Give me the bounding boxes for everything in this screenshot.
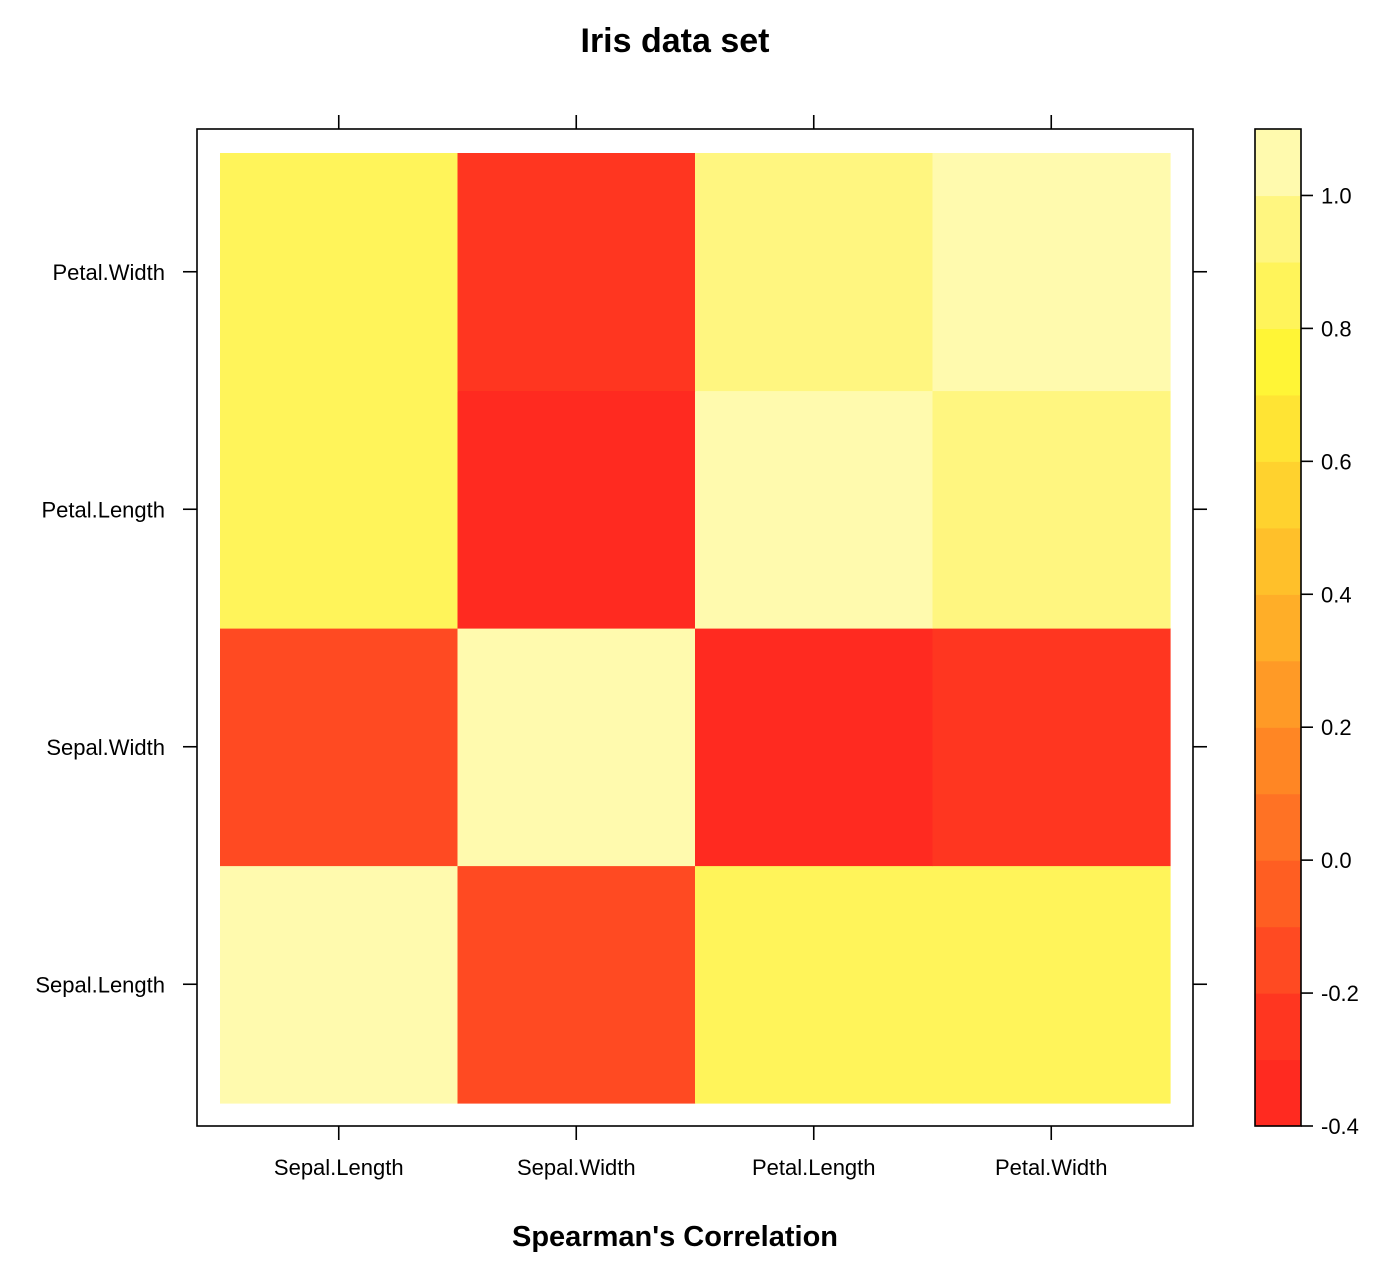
heatmap-cell-petal-width-petal-width	[932, 153, 1171, 392]
colorbar-segment	[1255, 328, 1301, 396]
colorbar-tick-label: -0.2	[1321, 981, 1359, 1006]
y-tick-label: Sepal.Length	[35, 972, 165, 997]
plot-frame	[196, 128, 1194, 1127]
heatmap-cell-sepal-length-petal-width	[932, 865, 1171, 1104]
x-tick-label: Sepal.Width	[517, 1155, 636, 1180]
y-tick-label: Sepal.Width	[46, 735, 165, 760]
colorbar-segment	[1255, 129, 1301, 197]
heatmap-cell-sepal-length-sepal-length	[220, 865, 459, 1104]
x-tick-label: Petal.Width	[995, 1155, 1108, 1180]
colorbar-segment	[1255, 660, 1301, 728]
y-tick-label: Petal.Width	[53, 260, 166, 285]
colorbar-tick-label: 0.0	[1321, 848, 1352, 873]
colorbar-tick-label: 0.4	[1321, 582, 1352, 607]
heatmap-cell-sepal-width-petal-width	[932, 628, 1171, 867]
heatmap-cell-petal-length-sepal-length	[220, 390, 459, 629]
heatmap-cell-petal-width-petal-length	[695, 153, 934, 392]
heatmap-cell-petal-width-sepal-length	[220, 153, 459, 392]
colorbar-segment	[1255, 261, 1301, 329]
colorbar-segment	[1255, 926, 1301, 994]
colorbar-tick-label: -0.4	[1321, 1114, 1359, 1139]
heatmap-cell-petal-length-petal-length	[695, 390, 934, 629]
chart-title: Iris data set	[581, 22, 770, 60]
heatmap-cell-sepal-length-petal-length	[695, 865, 934, 1104]
x-tick-label: Sepal.Length	[274, 1155, 404, 1180]
colorbar-segment	[1255, 993, 1301, 1061]
colorbar-frame	[1254, 128, 1302, 1127]
colorbar-segment	[1255, 394, 1301, 462]
colorbar-segment	[1255, 527, 1301, 595]
heatmap-cell-petal-width-sepal-width	[457, 153, 696, 392]
colorbar-segment	[1255, 1059, 1301, 1127]
heatmap-cell-sepal-width-sepal-width	[457, 628, 696, 867]
heatmap-cell-sepal-length-sepal-width	[457, 865, 696, 1104]
colorbar-segment	[1255, 860, 1301, 928]
x-axis-label: Spearman's Correlation	[512, 1221, 838, 1253]
colorbar-segment	[1255, 195, 1301, 263]
colorbar-tick-label: 0.2	[1321, 715, 1352, 740]
colorbar-segment	[1255, 461, 1301, 529]
heatmap-cell-petal-length-sepal-width	[457, 390, 696, 629]
heatmap-cell-petal-length-petal-width	[932, 390, 1171, 629]
colorbar-segment	[1255, 793, 1301, 861]
colorbar: -0.4 -0.2 0.0 0.2 0.4 0.6 0.8 1.0	[1255, 129, 1359, 1139]
colorbar-tick-label: 0.8	[1321, 316, 1352, 341]
heatmap-cell-sepal-width-petal-length	[695, 628, 934, 867]
colorbar-segment	[1255, 594, 1301, 662]
y-tick-label: Petal.Length	[41, 497, 165, 522]
heatmap-cells	[220, 153, 1171, 1104]
colorbar-segment	[1255, 727, 1301, 795]
x-tick-label: Petal.Length	[752, 1155, 876, 1180]
colorbar-tick-label: 1.0	[1321, 183, 1352, 208]
heatmap-cell-sepal-width-sepal-length	[220, 628, 459, 867]
axis-ticks: Sepal.Length Sepal.Width Petal.Length Petal…	[35, 115, 1207, 1180]
colorbar-tick-label: 0.6	[1321, 449, 1352, 474]
